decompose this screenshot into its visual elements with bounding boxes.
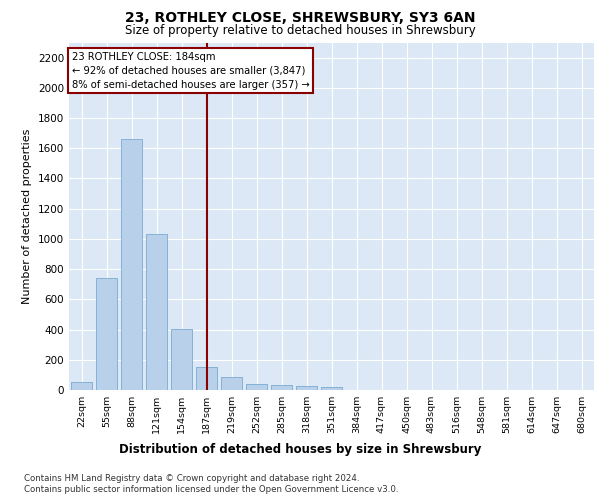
Bar xyxy=(321,387,342,390)
Bar xyxy=(71,382,92,390)
Text: Size of property relative to detached houses in Shrewsbury: Size of property relative to detached ho… xyxy=(125,24,475,37)
Bar xyxy=(196,368,217,390)
Y-axis label: Number of detached properties: Number of detached properties xyxy=(22,128,32,304)
Bar xyxy=(171,329,192,390)
Text: Distribution of detached houses by size in Shrewsbury: Distribution of detached houses by size … xyxy=(119,442,481,456)
Bar xyxy=(296,386,317,390)
Bar xyxy=(96,278,117,390)
Bar xyxy=(246,384,267,390)
Bar xyxy=(221,377,242,390)
Text: Contains public sector information licensed under the Open Government Licence v3: Contains public sector information licen… xyxy=(24,485,398,494)
Text: Contains HM Land Registry data © Crown copyright and database right 2024.: Contains HM Land Registry data © Crown c… xyxy=(24,474,359,483)
Text: 23 ROTHLEY CLOSE: 184sqm
← 92% of detached houses are smaller (3,847)
8% of semi: 23 ROTHLEY CLOSE: 184sqm ← 92% of detach… xyxy=(71,52,309,90)
Bar xyxy=(271,384,292,390)
Bar xyxy=(146,234,167,390)
Bar xyxy=(121,139,142,390)
Text: 23, ROTHLEY CLOSE, SHREWSBURY, SY3 6AN: 23, ROTHLEY CLOSE, SHREWSBURY, SY3 6AN xyxy=(125,11,475,25)
